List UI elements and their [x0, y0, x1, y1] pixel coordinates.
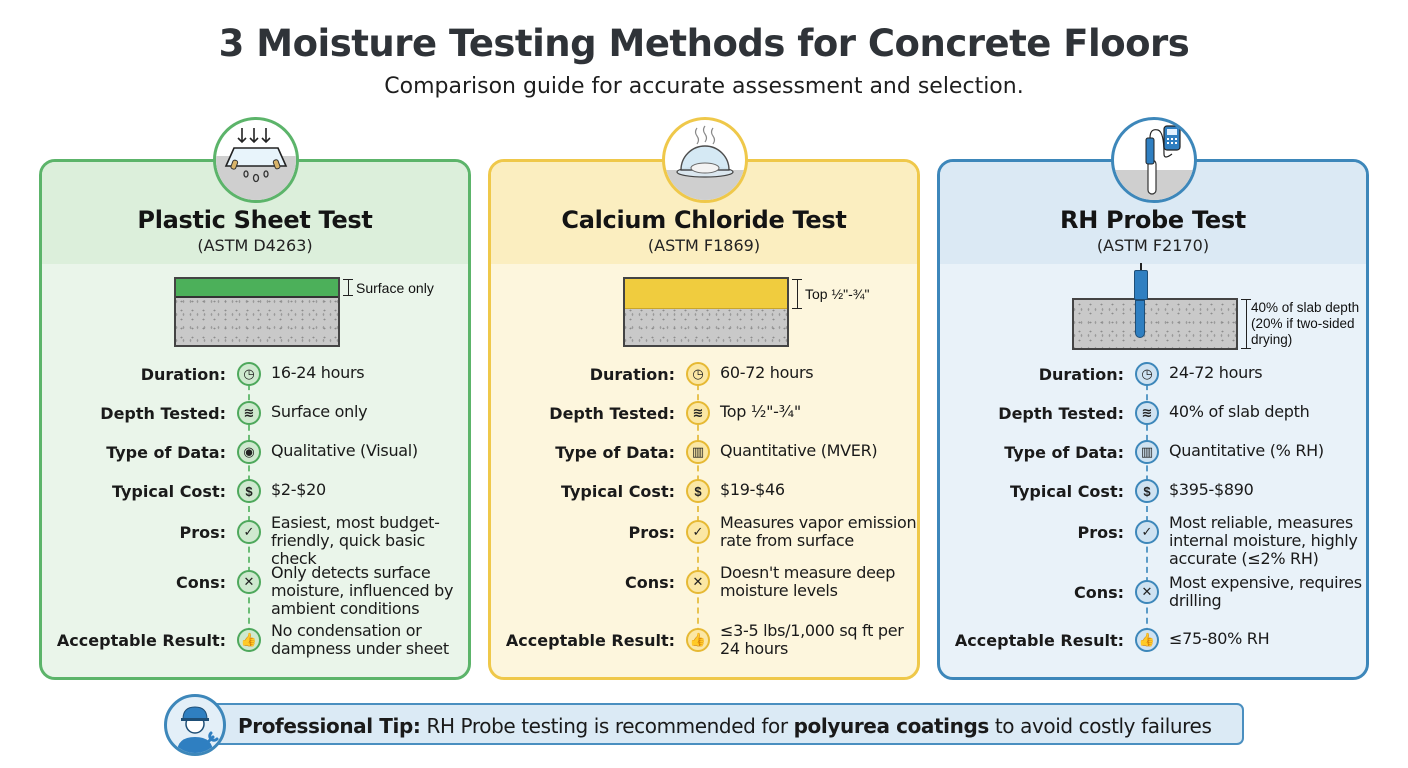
plastic-sheet-card: Plastic Sheet Test (ASTM D4263) Surface … — [39, 159, 471, 680]
slab-diagram — [1072, 298, 1238, 350]
cost-value: $2-$20 — [271, 480, 326, 499]
calcium-chloride-dome-icon — [662, 117, 748, 203]
thumbs-up-icon: 👍 — [686, 628, 710, 652]
depth-arrow-icon — [1241, 299, 1256, 349]
row-label-depth: Depth Tested: — [100, 404, 226, 423]
cost-value: $395-$890 — [1169, 480, 1254, 499]
duration-value: 24-72 hours — [1169, 363, 1263, 382]
professional-tip-banner: Professional Tip: RH Probe testing is re… — [190, 703, 1244, 745]
dollar-icon: $ — [1135, 479, 1159, 503]
calcium-chloride-card: Calcium Chloride Test (ASTM F1869) Top ½… — [488, 159, 920, 680]
acceptable-value: ≤75-80% RH — [1169, 629, 1270, 648]
tip-label: Professional Tip: — [238, 714, 421, 738]
row-label-acceptable: Acceptable Result: — [954, 631, 1124, 650]
plastic-sheet-icon — [213, 117, 299, 203]
check-icon: ✓ — [1135, 520, 1159, 544]
row-label-duration: Duration: — [1038, 365, 1124, 384]
clock-icon: ◷ — [686, 362, 710, 386]
row-label-acceptable: Acceptable Result: — [505, 631, 675, 650]
diagram-depth-label: 40% of slab depth (20% if two-sided dryi… — [1251, 300, 1360, 347]
row-label-data-type: Type of Data: — [106, 443, 226, 462]
page-title: 3 Moisture Testing Methods for Concrete … — [218, 22, 1190, 65]
row-label-acceptable: Acceptable Result: — [56, 631, 226, 650]
row-label-pros: Pros: — [628, 523, 675, 542]
layers-icon: ≋ — [237, 401, 261, 425]
layers-icon: ≋ — [686, 401, 710, 425]
rh-probe-card: RH Probe Test (ASTM F2170) 40% of slab d… — [937, 159, 1369, 680]
check-icon: ✓ — [686, 520, 710, 544]
bar-chart-icon: ▥ — [1135, 440, 1159, 464]
data-type-value: Qualitative (Visual) — [271, 441, 418, 460]
row-label-duration: Duration: — [140, 365, 226, 384]
row-label-duration: Duration: — [589, 365, 675, 384]
acceptable-value: No condensation or dampness under sheet — [271, 621, 449, 658]
method-title: Plastic Sheet Test — [137, 206, 373, 234]
row-label-cost: Typical Cost: — [560, 482, 675, 501]
row-label-data-type: Type of Data: — [1004, 443, 1124, 462]
clock-icon: ◷ — [237, 362, 261, 386]
tip-body-1: RH Probe testing is recommended for — [420, 714, 794, 738]
depth-arrow-icon — [792, 279, 807, 309]
method-standard: (ASTM F2170) — [1096, 236, 1210, 255]
method-standard: (ASTM F1869) — [647, 236, 761, 255]
probe-icon — [1134, 270, 1148, 300]
row-label-cost: Typical Cost: — [1009, 482, 1124, 501]
data-type-value: Quantitative (MVER) — [720, 441, 878, 460]
rh-probe-meter-icon — [1111, 117, 1197, 203]
cons-value: Doesn't measure deep moisture levels — [720, 563, 896, 600]
x-icon: ✕ — [1135, 580, 1159, 604]
row-label-cons: Cons: — [1073, 583, 1124, 602]
duration-value: 16-24 hours — [271, 363, 365, 382]
row-label-pros: Pros: — [1077, 523, 1124, 542]
depth-value: 40% of slab depth — [1169, 402, 1310, 421]
tip-emphasis: polyurea coatings — [793, 714, 990, 738]
cons-value: Most expensive, requires drilling — [1169, 573, 1362, 610]
pros-value: Easiest, most budget-friendly, quick bas… — [271, 513, 440, 568]
slab-diagram — [174, 277, 340, 347]
check-icon: ✓ — [237, 520, 261, 544]
row-label-depth: Depth Tested: — [998, 404, 1124, 423]
tip-body-2: to avoid costly failures — [988, 714, 1212, 738]
depth-arrow-icon — [343, 279, 358, 296]
method-standard: (ASTM D4263) — [197, 236, 313, 255]
bar-chart-icon: ▥ — [686, 440, 710, 464]
cons-value: Only detects surface moisture, influence… — [271, 563, 454, 618]
method-title: RH Probe Test — [1060, 206, 1246, 234]
pros-value: Measures vapor emission rate from surfac… — [720, 513, 917, 550]
x-icon: ✕ — [237, 570, 261, 594]
data-type-value: Quantitative (% RH) — [1169, 441, 1324, 460]
row-label-pros: Pros: — [179, 523, 226, 542]
slab-diagram — [623, 277, 789, 347]
row-label-cost: Typical Cost: — [111, 482, 226, 501]
clock-icon: ◷ — [1135, 362, 1159, 386]
row-label-cons: Cons: — [624, 573, 675, 592]
worker-with-wrench-icon — [164, 694, 226, 756]
tip-text: Professional Tip: RH Probe testing is re… — [238, 714, 1212, 738]
pros-value: Most reliable, measures internal moistur… — [1169, 513, 1358, 568]
depth-value: Surface only — [271, 402, 368, 421]
row-label-depth: Depth Tested: — [549, 404, 675, 423]
thumbs-up-icon: 👍 — [1135, 628, 1159, 652]
x-icon: ✕ — [686, 570, 710, 594]
row-label-cons: Cons: — [175, 573, 226, 592]
duration-value: 60-72 hours — [720, 363, 814, 382]
row-label-data-type: Type of Data: — [555, 443, 675, 462]
dollar-icon: $ — [686, 479, 710, 503]
diagram-depth-label: Top ½"-¾" — [805, 286, 870, 302]
dollar-icon: $ — [237, 479, 261, 503]
eye-icon: ◉ — [237, 440, 261, 464]
depth-value: Top ½"-¾" — [720, 402, 801, 421]
method-title: Calcium Chloride Test — [561, 206, 847, 234]
diagram-depth-label: Surface only — [356, 280, 434, 296]
page-subtitle: Comparison guide for accurate assessment… — [384, 74, 1024, 99]
layers-icon: ≋ — [1135, 401, 1159, 425]
thumbs-up-icon: 👍 — [237, 628, 261, 652]
acceptable-value: ≤3-5 lbs/1,000 sq ft per 24 hours — [720, 621, 904, 658]
cost-value: $19-$46 — [720, 480, 785, 499]
